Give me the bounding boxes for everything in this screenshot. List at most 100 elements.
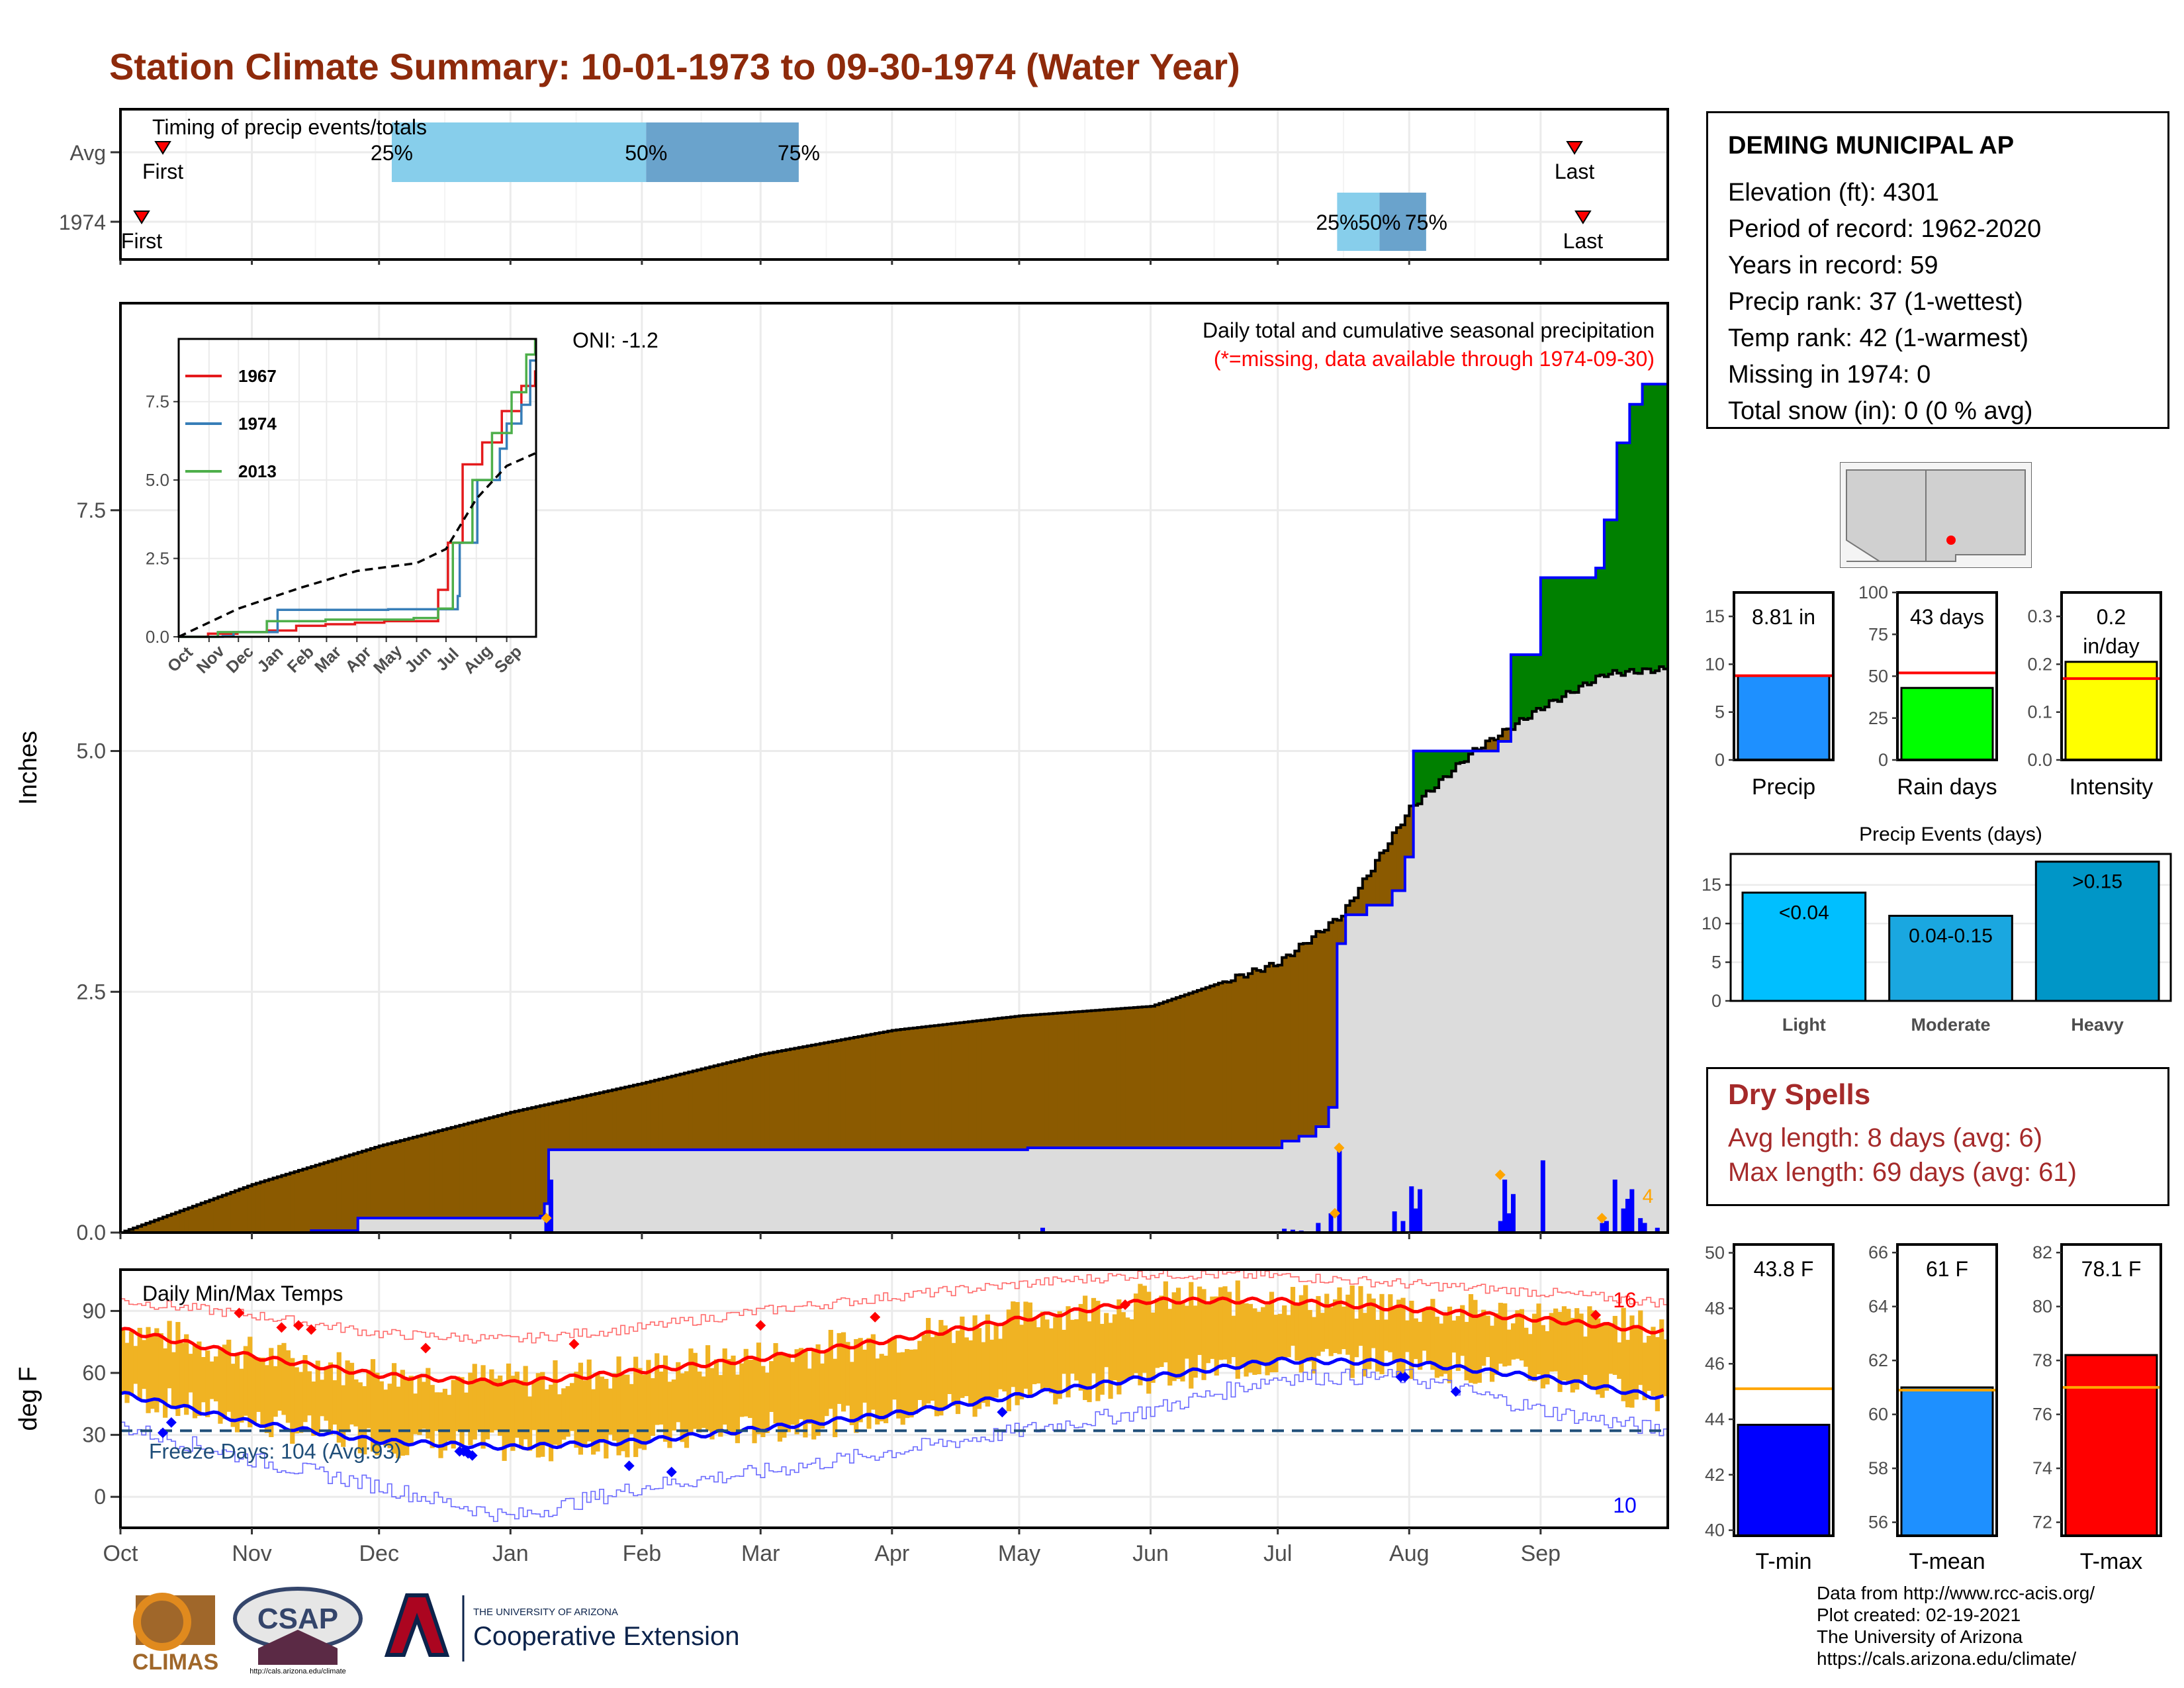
deficit-area (947, 1024, 952, 1150)
deficit-area (1341, 915, 1346, 944)
deficit-area (1218, 983, 1224, 1148)
credit-url: https://cals.arizona.edu/climate/ (1817, 1648, 2077, 1669)
daily-temp-bar (353, 1379, 359, 1427)
daily-temp-bar (756, 1342, 762, 1434)
daily-temp-bar (1375, 1319, 1381, 1372)
daily-temp-bar (455, 1376, 461, 1432)
deficit-area (434, 1131, 439, 1219)
inset-legend-label: 1974 (238, 414, 277, 434)
record-high-marker (1120, 1299, 1131, 1311)
daily-temp-bar (591, 1389, 596, 1455)
daily-temp-bar (341, 1385, 346, 1447)
daily-temp-bar (655, 1353, 660, 1425)
daily-temp-bar (1655, 1336, 1660, 1411)
deficit-area (718, 1064, 723, 1150)
deficit-area (726, 1062, 731, 1150)
deficit-area (154, 1220, 159, 1233)
daily-temp-bar (205, 1350, 210, 1417)
events-bar-label: >0.15 (2072, 871, 2122, 893)
daily-temp-bar (349, 1362, 355, 1425)
daily-precip-bar (1638, 1218, 1643, 1233)
daily-temp-bar (1023, 1301, 1028, 1389)
deficit-area (1044, 1013, 1050, 1148)
summary-ytick-label: 50 (1868, 667, 1888, 686)
deficit-area (599, 1092, 604, 1150)
obs-cumulative-line (120, 383, 1668, 1234)
record-high-marker (234, 1307, 245, 1319)
daily-temp-bar (782, 1354, 787, 1438)
daily-temp-bar (1286, 1315, 1291, 1358)
deficit-area (608, 1090, 613, 1150)
daily-temp-bar (879, 1354, 884, 1422)
deficit-area (1146, 1006, 1152, 1148)
daily-temp-bar (841, 1332, 846, 1412)
last-marker (1566, 141, 1583, 155)
temp-ytick-label: 0 (94, 1485, 106, 1509)
daily-temp-bar (891, 1336, 897, 1400)
daily-precip-bar (544, 1221, 549, 1233)
deficit-area (1375, 860, 1381, 906)
deficit-area (341, 1157, 346, 1231)
daily-temp-bar (527, 1396, 533, 1451)
summary-ytick-label: 100 (1858, 583, 1888, 602)
daily-temp-bar (981, 1342, 986, 1403)
daily-temp-bar (434, 1392, 439, 1431)
daily-temp-bar (1205, 1304, 1211, 1364)
month-label: May (998, 1541, 1040, 1566)
daily-precip-bar (1040, 1227, 1045, 1233)
daily-temp-bar (345, 1360, 350, 1430)
daily-temp-bar (150, 1333, 156, 1409)
daily-temp-bar (1477, 1315, 1482, 1383)
inset-ytick-label: 7.5 (146, 392, 169, 412)
daily-temp-bar (1515, 1310, 1520, 1359)
daily-temp-bar (1074, 1319, 1079, 1381)
daily-temp-bar (794, 1349, 799, 1434)
coop-text: Cooperative Extension (473, 1622, 739, 1651)
deficit-area (1197, 990, 1202, 1148)
daily-temp-bar (815, 1344, 821, 1436)
deficit-area (993, 1019, 999, 1150)
deficit-area (574, 1098, 579, 1150)
summary-ytick-label: 62 (1868, 1350, 1888, 1370)
daily-temp-bar (837, 1333, 842, 1404)
daily-temp-bar (1265, 1304, 1270, 1376)
daily-temp-bar (120, 1328, 126, 1392)
deficit-area (133, 1227, 138, 1233)
deficit-area (540, 1105, 545, 1217)
deficit-area (870, 1034, 876, 1150)
surplus-area (1570, 577, 1575, 693)
daily-temp-bar (599, 1376, 605, 1443)
daily-precip-bar (1498, 1221, 1503, 1233)
daily-temp-bar (298, 1372, 304, 1433)
station-elevation: Elevation (ft): 4301 (1728, 179, 1939, 207)
first-marker (133, 211, 150, 224)
station-info-box: DEMING MUNICIPAL AP Elevation (ft): 4301… (1706, 111, 2169, 429)
deficit-area (1125, 1008, 1130, 1148)
daily-temp-bar (175, 1322, 181, 1417)
deficit-area (1159, 1003, 1164, 1148)
summary-ytick-label: 60 (1868, 1405, 1888, 1425)
daily-temp-bar (248, 1336, 253, 1428)
daily-temp-bar (1125, 1317, 1130, 1381)
daily-temp-bar (993, 1323, 999, 1398)
csap-logo-url: http://cals.arizona.edu/climate (250, 1667, 346, 1675)
daily-temp-bar (989, 1339, 995, 1401)
deficit-area (128, 1229, 134, 1233)
daily-temp-bar (1244, 1303, 1249, 1377)
daily-temp-bar (960, 1316, 965, 1398)
deficit-area (277, 1176, 283, 1233)
daily-temp-bar (179, 1342, 185, 1405)
deficit-area (803, 1047, 808, 1150)
deficit-area (616, 1088, 621, 1150)
inset-legend-label: 1967 (238, 366, 277, 386)
summary-label: T-min (1756, 1549, 1812, 1574)
daily-temp-bar (463, 1392, 469, 1432)
last-label: Last (1563, 229, 1604, 253)
daily-temp-bar (625, 1374, 630, 1458)
summary-ytick-label: 58 (1868, 1458, 1888, 1478)
daily-temp-bar (883, 1355, 889, 1423)
daily-temp-bar (1561, 1306, 1567, 1381)
deficit-area (1180, 996, 1185, 1148)
record-low-line (120, 1368, 1668, 1523)
deficit-area (484, 1118, 490, 1219)
